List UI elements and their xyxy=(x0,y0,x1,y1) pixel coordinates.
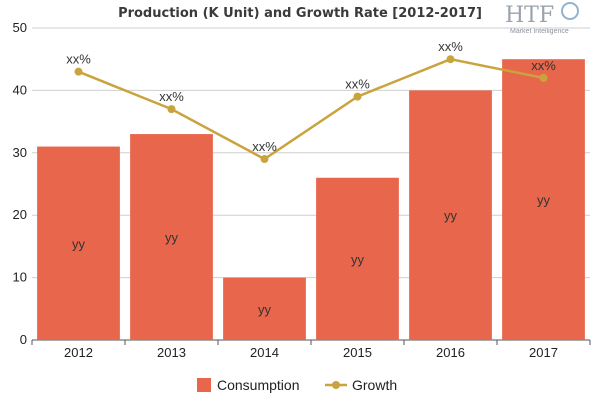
y-tick-label: 40 xyxy=(13,82,27,97)
growth-line xyxy=(78,57,544,161)
logo-globe-icon xyxy=(561,2,579,20)
growth-point xyxy=(353,92,362,101)
x-tick-label: 2012 xyxy=(64,345,93,360)
line-series: xx% xx% xx% xx% xx% xx% xyxy=(66,39,556,164)
bar-data-label: yy xyxy=(444,208,458,223)
growth-point xyxy=(74,67,83,76)
y-tick-label: 30 xyxy=(13,145,27,160)
y-tick-label: 50 xyxy=(13,20,27,35)
x-tick-label: 2017 xyxy=(529,345,558,360)
axes: 0 10 20 30 40 50 2012 2013 2014 2015 2016 2017 xyxy=(13,20,591,360)
x-tick-label: 2014 xyxy=(250,345,279,360)
growth-data-label: xx% xyxy=(159,89,184,104)
legend-swatch-consumption xyxy=(197,378,211,392)
y-tick-label: 0 xyxy=(20,332,27,347)
legend: Consumption Growth xyxy=(197,377,397,393)
bar xyxy=(130,134,213,340)
y-tick-label: 10 xyxy=(13,270,27,285)
bar-data-label: yy xyxy=(72,236,86,251)
bar xyxy=(502,59,585,340)
legend-label-growth: Growth xyxy=(352,377,397,393)
bar-data-label: yy xyxy=(258,302,272,317)
legend-label-consumption: Consumption xyxy=(217,377,300,393)
growth-data-label: xx% xyxy=(438,39,463,54)
brand-logo: HTF Market Intelligence xyxy=(505,2,579,35)
growth-data-label: xx% xyxy=(531,58,556,73)
growth-data-label: xx% xyxy=(66,52,91,67)
growth-data-label: xx% xyxy=(345,77,370,92)
x-tick-label: 2016 xyxy=(436,345,465,360)
growth-point xyxy=(260,155,269,164)
bar xyxy=(316,177,399,340)
bar-series: yy yy yy yy yy yy xyxy=(37,59,585,341)
bar-data-label: yy xyxy=(165,230,179,245)
x-tick-label: 2013 xyxy=(157,345,186,360)
x-tick-label: 2015 xyxy=(343,345,372,360)
bar-data-label: yy xyxy=(351,252,365,267)
bar xyxy=(223,277,306,340)
y-tick-label: 20 xyxy=(13,207,27,222)
bar xyxy=(37,146,120,340)
logo-text: HTF xyxy=(505,3,554,28)
legend-swatch-growth-marker xyxy=(332,381,340,389)
chart-title: Production (K Unit) and Growth Rate [201… xyxy=(118,6,482,21)
logo-subtext: Market Intelligence xyxy=(510,28,569,35)
bar-data-label: yy xyxy=(537,193,551,208)
growth-point xyxy=(446,55,455,64)
growth-data-label: xx% xyxy=(252,139,277,154)
growth-point xyxy=(539,73,548,82)
growth-point xyxy=(167,105,176,114)
bar xyxy=(409,90,492,341)
